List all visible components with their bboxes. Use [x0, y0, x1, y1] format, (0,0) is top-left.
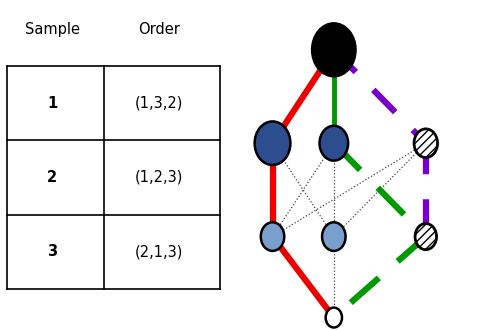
Text: (1,2,3): (1,2,3)	[134, 170, 183, 185]
Text: 3: 3	[47, 244, 57, 259]
Text: 2: 2	[47, 170, 57, 185]
Circle shape	[320, 126, 348, 161]
Text: (2,1,3): (2,1,3)	[134, 244, 183, 259]
Text: Sample: Sample	[25, 22, 80, 37]
Circle shape	[414, 129, 438, 157]
Text: Order: Order	[138, 22, 179, 37]
Text: (1,3,2): (1,3,2)	[134, 96, 183, 111]
Circle shape	[254, 121, 290, 165]
Circle shape	[322, 222, 346, 251]
Circle shape	[261, 222, 284, 251]
Circle shape	[415, 223, 437, 250]
Circle shape	[312, 23, 356, 76]
Text: 1: 1	[47, 96, 57, 111]
Circle shape	[326, 308, 342, 327]
